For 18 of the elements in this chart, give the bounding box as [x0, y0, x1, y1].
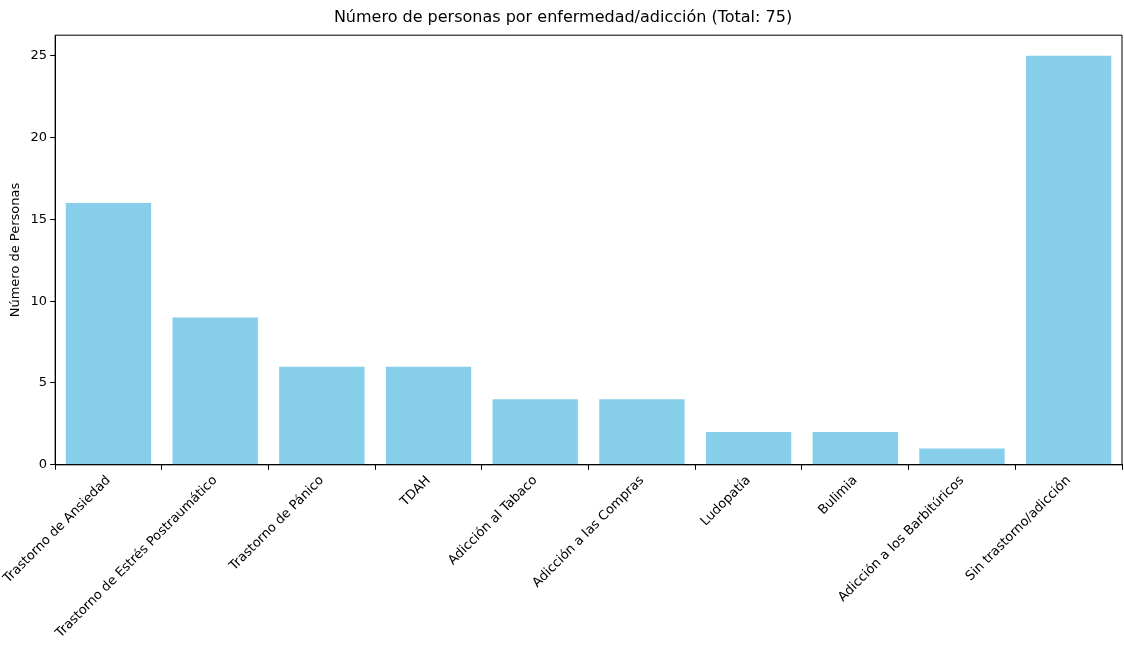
y-tick-label: 5: [38, 374, 48, 390]
bar: [492, 399, 578, 465]
chart-title: Número de personas por enfermedad/adicción (Total: 75): [333, 6, 793, 26]
bar: [65, 202, 152, 465]
bar: [705, 432, 792, 465]
bar: [1025, 55, 1112, 465]
y-tick-label: 20: [30, 128, 48, 144]
bar: [919, 448, 1005, 465]
bar: [385, 366, 472, 465]
y-tick-label: 25: [30, 47, 48, 63]
bar: [172, 317, 258, 465]
bar: [279, 366, 365, 465]
y-axis-title: Número de Personas: [7, 182, 23, 318]
y-tick-label: 0: [38, 456, 48, 472]
bar: [599, 399, 685, 465]
y-tick-label: 15: [30, 210, 48, 226]
bar: [812, 432, 898, 465]
y-tick-label: 10: [30, 292, 48, 308]
